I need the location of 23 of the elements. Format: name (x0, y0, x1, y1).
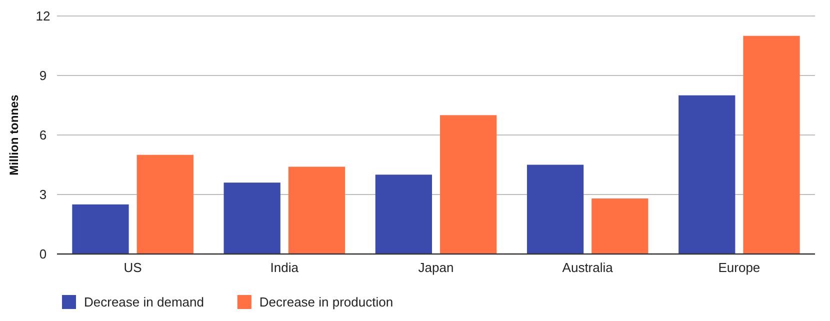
legend-label: Decrease in demand (84, 294, 204, 310)
y-tick-label: 0 (39, 246, 47, 262)
x-tick-label: Europe (718, 260, 760, 275)
bar (440, 115, 497, 254)
bar (375, 174, 432, 254)
bar (288, 166, 346, 254)
y-tick-label: 3 (39, 187, 47, 202)
bar (678, 95, 736, 254)
bar (136, 154, 194, 254)
x-tick-label: US (124, 260, 142, 275)
y-tick-label: 9 (39, 68, 47, 84)
bar (526, 164, 584, 254)
bar (592, 198, 648, 254)
x-tick-label: Japan (418, 260, 454, 275)
legend-label: Decrease in production (259, 294, 394, 310)
y-tick-label: 6 (39, 128, 47, 143)
y-tick-label: 12 (36, 8, 50, 24)
x-tick-label: Australia (562, 260, 614, 275)
y-axis-title: Million tonnes (7, 94, 21, 176)
bar (72, 204, 129, 254)
x-tick-label: India (270, 260, 300, 275)
bar (224, 182, 280, 254)
bar (743, 36, 800, 254)
